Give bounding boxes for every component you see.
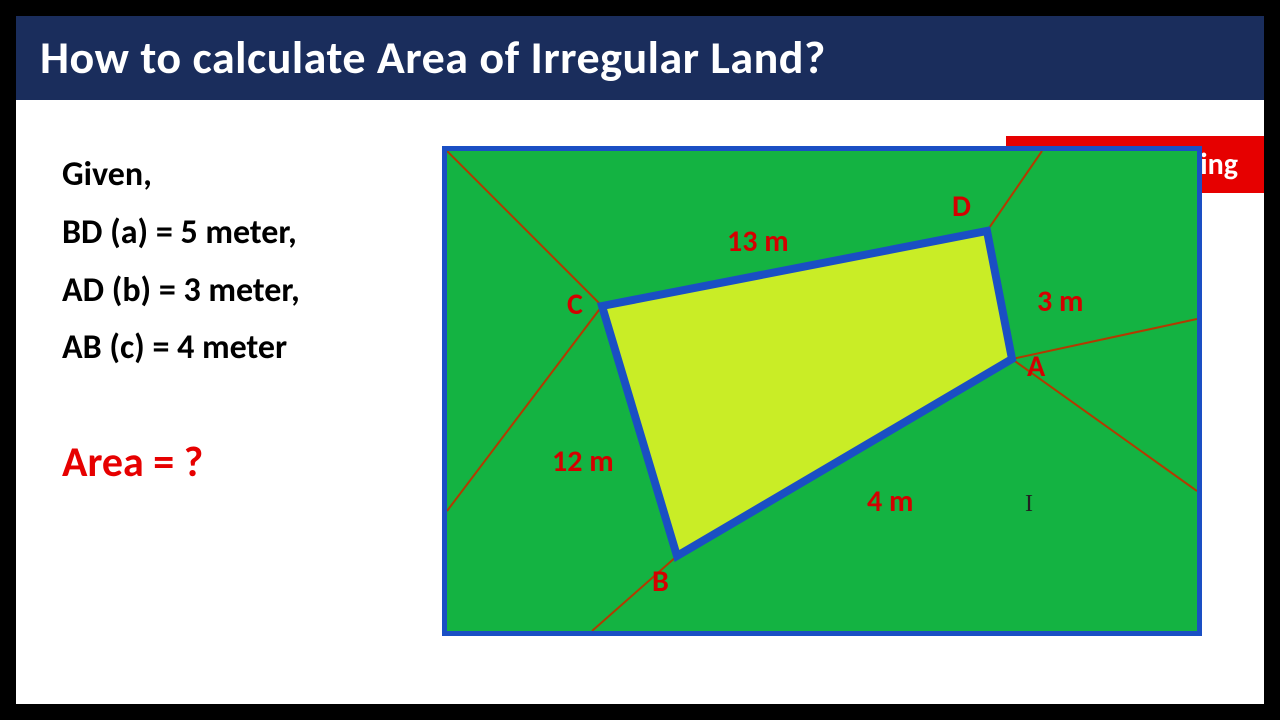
vertex-B: B bbox=[652, 563, 669, 600]
content-area: Given, BD (a) = 5 meter, AD (b) = 3 mete… bbox=[16, 100, 1264, 666]
dim-label: 3 m bbox=[1037, 283, 1083, 320]
given-line-2: AB (c) = 4 meter bbox=[62, 319, 422, 377]
dim-label: 4 m bbox=[867, 483, 913, 520]
area-question: Area = ? bbox=[62, 437, 422, 488]
text-cursor-icon: I bbox=[1025, 491, 1033, 517]
dim-label: 12 m bbox=[552, 443, 614, 480]
vertex-D: D bbox=[952, 188, 971, 225]
given-line-0: BD (a) = 5 meter, bbox=[62, 204, 422, 262]
vertex-C: C bbox=[567, 286, 583, 323]
diagram-box: C D A B 13 m 3 m 4 m 12 m I bbox=[442, 146, 1202, 636]
title-bar: How to calculate Area of Irregular Land? bbox=[16, 16, 1264, 100]
vertex-A: A bbox=[1027, 348, 1046, 385]
page-title: How to calculate Area of Irregular Land? bbox=[40, 30, 826, 86]
given-panel: Given, BD (a) = 5 meter, AD (b) = 3 mete… bbox=[62, 146, 422, 636]
diagram-svg: C D A B 13 m 3 m 4 m 12 m I bbox=[447, 151, 1197, 631]
given-line-1: AD (b) = 3 meter, bbox=[62, 262, 422, 320]
given-header: Given, bbox=[62, 146, 422, 204]
dim-label: 13 m bbox=[727, 223, 789, 260]
